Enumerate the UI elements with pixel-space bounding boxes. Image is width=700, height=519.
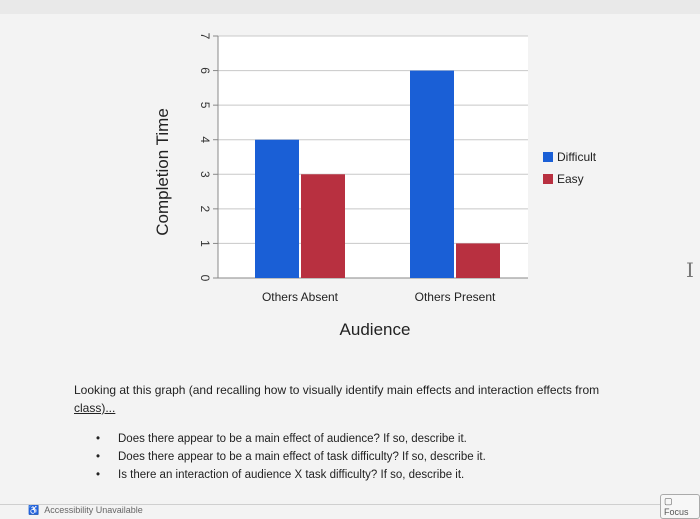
x-tick-label: Others Absent [262,290,339,304]
y-tick-label: 6 [198,67,212,74]
bar-easy-1 [301,174,345,278]
accessibility-status: Accessibility Unavailable [44,505,143,515]
question-item-audience: Does there appear to be a main effect of… [96,430,486,448]
y-tick-label: 1 [198,240,212,247]
accessibility-icon: ♿ [28,505,40,515]
bar-easy-2 [456,243,500,278]
y-axis-title: Completion Time [153,108,172,236]
question-list: Does there appear to be a main effect of… [96,430,486,484]
top-band [0,0,700,14]
y-tick-label: 4 [198,136,212,143]
x-axis-title: Audience [340,320,411,339]
y-tick-label: 5 [198,102,212,109]
y-tick-label: 2 [198,206,212,213]
y-tick-label: 3 [198,171,212,178]
legend-swatch-easy [543,174,553,184]
bar-difficult-1 [255,139,299,278]
legend-label-difficult: Difficult [557,150,597,164]
footer-divider [0,504,700,505]
question-link[interactable]: class)... [74,401,116,415]
question-body: Looking at this graph (and recalling how… [74,383,600,397]
text-cursor-icon: I [686,258,694,282]
legend-label-easy: Easy [557,172,584,186]
question-item-interaction: Is there an interaction of audience X ta… [96,466,486,484]
focus-icon: ▢ [664,496,673,506]
question-item-difficulty: Does there appear to be a main effect of… [96,448,486,466]
bar-chart: 0 1 2 3 4 5 6 7 Others Absent Others Present Audie… [153,33,597,339]
focus-button[interactable]: ▢ Focus [660,494,700,519]
status-bar: ♿ Accessibility Unavailable [28,505,143,516]
question-text: Looking at this graph (and recalling how… [74,381,674,417]
bar-difficult-2 [410,70,454,278]
y-tick-label: 0 [198,275,212,282]
x-tick-label: Others Present [415,290,496,304]
focus-label: Focus [664,507,689,517]
legend-swatch-difficult [543,152,553,162]
y-tick-label: 7 [198,33,212,40]
